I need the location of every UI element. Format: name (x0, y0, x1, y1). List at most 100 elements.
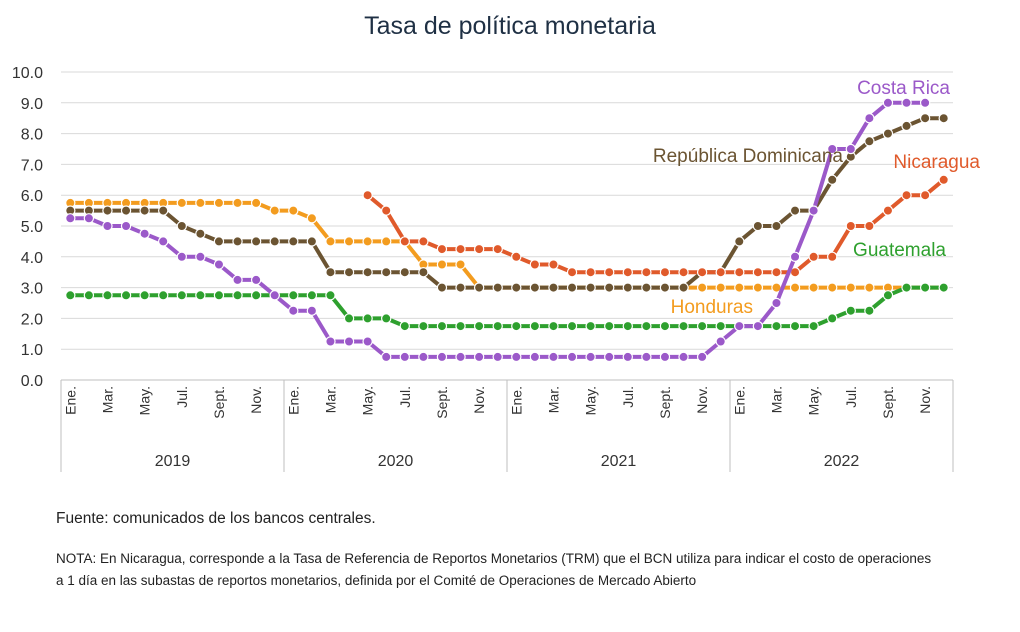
month-label: Sept. (880, 386, 896, 419)
data-point (604, 282, 615, 293)
series-label: República Dominicana (653, 146, 844, 167)
data-point (325, 336, 336, 347)
data-point (845, 282, 856, 293)
data-point (195, 228, 206, 239)
data-point (771, 320, 782, 332)
data-point (919, 189, 931, 201)
axes: 0.0 1.0 2.0 3.0 4.0 5.0 6.0 7.0 8.0 9.0 10.0 2019 20… (12, 65, 954, 472)
data-point (827, 251, 838, 262)
data-point (325, 290, 336, 301)
chart-area: 0.0 1.0 2.0 3.0 4.0 5.0 6.0 7.0 8.0 9.0 10.0 2019 20… (12, 65, 981, 472)
data-point (734, 282, 745, 293)
series-labels: Costa Rica República Dominicana Nicaragua G… (653, 78, 981, 318)
year-label: 2022 (824, 453, 860, 470)
data-point (604, 320, 615, 332)
data-point (789, 320, 801, 332)
data-point (901, 189, 912, 201)
data-point (381, 267, 392, 278)
data-point (566, 282, 578, 293)
data-point (789, 251, 801, 262)
data-point (845, 143, 856, 155)
data-point (362, 189, 373, 201)
data-point (158, 290, 169, 301)
data-point (715, 267, 726, 278)
data-point (213, 197, 225, 209)
month-label: Mar. (545, 386, 561, 413)
month-label: Nov. (917, 386, 933, 414)
y-tick-label: 0.0 (21, 373, 43, 390)
data-point (678, 282, 689, 293)
data-point (882, 290, 894, 301)
data-point (492, 351, 503, 363)
data-point (789, 282, 801, 293)
data-point (65, 290, 76, 301)
data-point (288, 205, 299, 216)
data-point (120, 220, 132, 232)
data-point (213, 259, 225, 270)
data-point (455, 351, 466, 363)
y-tick-label: 7.0 (21, 157, 43, 174)
data-point (938, 112, 949, 124)
data-point (436, 243, 448, 255)
data-point (455, 259, 466, 270)
data-point (399, 320, 410, 332)
data-point (734, 320, 745, 332)
data-point (288, 290, 299, 301)
data-point (102, 205, 113, 216)
data-point (343, 313, 355, 324)
data-point (269, 290, 280, 301)
y-tick-label: 3.0 (21, 281, 43, 298)
data-point (213, 290, 225, 301)
series-label: Honduras (671, 297, 753, 318)
data-point (827, 282, 838, 293)
data-point (176, 290, 187, 301)
data-point (418, 236, 429, 247)
data-point (511, 320, 522, 332)
data-point (139, 290, 150, 301)
data-point (864, 305, 875, 316)
data-point (696, 320, 708, 332)
month-label: Mar. (99, 386, 115, 413)
data-point (250, 236, 262, 247)
data-point (455, 243, 466, 255)
data-point (901, 97, 912, 109)
data-point (622, 282, 633, 293)
data-point (585, 282, 596, 293)
data-point (864, 220, 875, 232)
data-point (604, 351, 615, 363)
data-point (511, 351, 522, 363)
data-point (771, 220, 782, 232)
data-point (343, 236, 355, 247)
data-point (511, 282, 522, 293)
data-point (715, 320, 726, 332)
data-point (399, 267, 410, 278)
data-point (306, 305, 318, 316)
month-label: May. (806, 386, 822, 415)
month-label: Jul. (397, 386, 413, 408)
data-point (864, 112, 875, 124)
data-point (566, 320, 578, 332)
data-point (938, 174, 949, 185)
data-point (436, 351, 448, 363)
month-label: Nov. (248, 386, 264, 414)
data-point (752, 267, 764, 278)
data-point (827, 174, 838, 185)
data-point (659, 267, 671, 278)
data-point (473, 351, 485, 363)
month-label: Mar. (322, 386, 338, 413)
month-label: Nov. (694, 386, 710, 414)
data-point (250, 197, 262, 209)
data-point (288, 305, 299, 316)
y-tick-label: 9.0 (21, 96, 43, 113)
data-point (641, 351, 652, 363)
data-point (120, 290, 132, 301)
data-point (845, 220, 856, 232)
data-point (436, 282, 448, 293)
data-point (158, 205, 169, 216)
data-point (492, 282, 503, 293)
data-point (566, 351, 578, 363)
month-label: Ene. (508, 386, 524, 415)
series-label: Costa Rica (857, 78, 950, 99)
data-point (232, 290, 243, 301)
data-point (808, 282, 819, 293)
